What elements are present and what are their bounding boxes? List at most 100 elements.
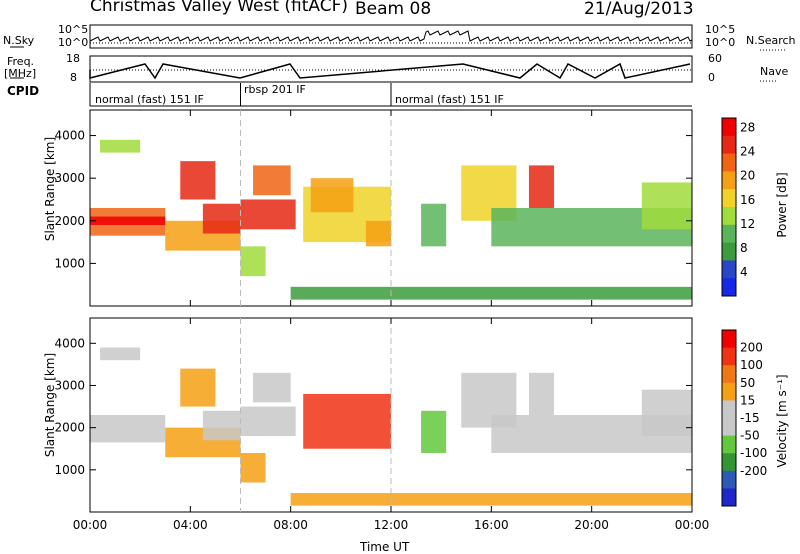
nsearch-tick-high: 10^5 (705, 23, 736, 36)
velocity-region-10 (421, 410, 447, 453)
velocity-region-13 (528, 372, 555, 415)
power-colorbar-cell-3 (722, 171, 736, 190)
freq-tick-high: 18 (66, 52, 80, 65)
beam-label: Beam 08 (355, 0, 432, 19)
xtick-label-0: 00:00 (73, 518, 108, 532)
power-region-3 (100, 139, 141, 153)
station-title: Christmas Valley West (fitACF) (90, 0, 349, 16)
power-colorbar-tick-3: 16 (740, 193, 755, 207)
velocity-colorbar-tick-6: -100 (740, 446, 767, 460)
xtick-label-4: 16:00 (474, 518, 509, 532)
velocity-colorbar-tick-0: 200 (740, 341, 763, 355)
power-ytick-label-2000: 2000 (54, 214, 85, 228)
power-colorbar-tick-5: 24 (740, 145, 755, 159)
power-colorbar-cell-9 (722, 278, 736, 297)
velocity-colorbar-cell-6 (722, 435, 736, 454)
velocity-ylabel: Slant Range [km] (43, 352, 57, 458)
cpid-segment-3: normal (fast) 151 IF (395, 93, 504, 106)
power-colorbar-cell-8 (722, 260, 736, 279)
power-ytick-label-1000: 1000 (54, 256, 85, 270)
power-colorbar-tick-1: 8 (740, 241, 748, 255)
velocity-colorbar-cell-1 (722, 347, 736, 366)
velocity-ytick-label-2000: 2000 (54, 421, 85, 435)
freq-label: Freq. (7, 55, 35, 68)
nsearch-label: N.Search (746, 34, 796, 47)
velocity-colorbar-label: Velocity [m s⁻¹] (775, 374, 789, 468)
xtick-label-5: 20:00 (574, 518, 609, 532)
power-colorbar-tick-2: 12 (740, 217, 755, 231)
power-region-12 (365, 220, 391, 247)
power-colorbar-cell-7 (722, 242, 736, 261)
power-ytick-label-3000: 3000 (54, 171, 85, 185)
freq-tick-low: 8 (70, 71, 77, 84)
nave-label: Nave (760, 65, 789, 78)
power-ylabel: Slant Range [km] (43, 136, 57, 242)
xtick-label-3: 12:00 (374, 518, 409, 532)
velocity-region-9 (303, 393, 391, 449)
power-colorbar-cell-0 (722, 118, 736, 137)
velocity-colorbar-tick-5: -50 (740, 429, 760, 443)
velocity-colorbar-cell-7 (722, 453, 736, 472)
nsearch-tick-low: 10^0 (705, 36, 736, 49)
power-colorbar-tick-0: 4 (740, 265, 748, 279)
power-region-17 (641, 182, 692, 230)
xtick-label-6: 00:00 (675, 518, 710, 532)
nsky-trace (89, 30, 693, 42)
power-region-6 (202, 203, 241, 234)
power-colorbar-cell-1 (722, 135, 736, 155)
power-region-11 (310, 178, 354, 213)
velocity-colorbar-cell-3 (722, 382, 736, 401)
velocity-colorbar-tick-7: -200 (740, 464, 767, 478)
x-axis-label: Time UT (360, 540, 410, 554)
cpid-segment-2: rbsp 201 IF (244, 83, 306, 96)
velocity-colorbar-frame (721, 329, 737, 507)
velocity-ytick-label-4000: 4000 (54, 336, 85, 350)
power-colorbar-tick-6: 28 (740, 121, 755, 135)
nave-tick-high: 60 (708, 52, 722, 65)
xtick-label-2: 08:00 (273, 518, 308, 532)
velocity-colorbar-cell-4 (722, 400, 736, 419)
nsky-tick-low: 10^0 (58, 36, 89, 49)
power-region-18 (290, 286, 692, 300)
power-region-16 (528, 165, 555, 208)
power-region-9 (240, 246, 266, 277)
velocity-region-15 (290, 493, 692, 506)
velocity-region-8 (240, 452, 266, 483)
power-colorbar-frame (721, 117, 737, 297)
power-colorbar-cell-2 (722, 153, 736, 172)
velocity-region-5 (202, 410, 241, 441)
power-colorbar-cell-6 (722, 224, 736, 244)
date-label: 21/Aug/2013 (584, 0, 694, 19)
velocity-ytick-label-3000: 3000 (54, 378, 85, 392)
velocity-region-6 (240, 406, 296, 437)
power-region-13 (421, 203, 447, 247)
velocity-colorbar-tick-4: -15 (740, 411, 760, 425)
freq-trace (89, 62, 691, 80)
velocity-region-1 (90, 415, 166, 443)
velocity-colorbar-cell-5 (722, 418, 736, 437)
cpid-segment-1: normal (fast) 151 IF (95, 93, 204, 106)
velocity-region-14 (641, 389, 692, 437)
velocity-colorbar-tick-2: 50 (740, 376, 755, 390)
power-region-2 (90, 216, 166, 226)
power-colorbar-tick-4: 20 (740, 169, 755, 183)
velocity-colorbar-tick-3: 15 (740, 393, 755, 407)
power-colorbar-cell-5 (722, 207, 736, 226)
velocity-region-4 (180, 368, 216, 407)
nsky-strip-frame (89, 24, 693, 49)
velocity-colorbar-cell-9 (722, 488, 736, 507)
nsky-tick-high: 10^5 (58, 23, 89, 36)
power-region-5 (180, 161, 216, 200)
nave-tick-low: 0 (708, 71, 715, 84)
freq-strip-frame (89, 55, 693, 83)
velocity-ytick-label-1000: 1000 (54, 463, 85, 477)
velocity-colorbar-cell-0 (722, 330, 736, 349)
velocity-colorbar-tick-1: 100 (740, 358, 763, 372)
velocity-region-2 (100, 347, 141, 361)
velocity-region-7 (253, 372, 291, 403)
velocity-colorbar-cell-2 (722, 365, 736, 384)
freq-unit-label: [MHz] (4, 67, 37, 80)
nsky-label: N.Sky (3, 34, 35, 47)
power-colorbar-cell-4 (722, 189, 736, 208)
